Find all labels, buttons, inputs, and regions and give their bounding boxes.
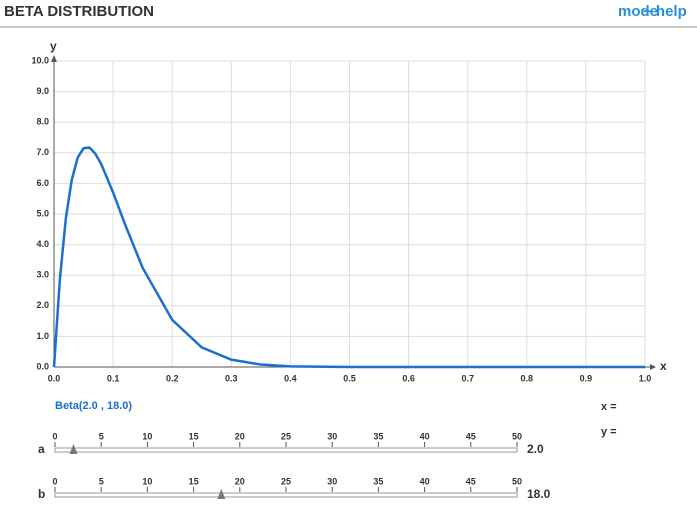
x-tick-label: 0.8 xyxy=(521,373,534,383)
y-axis-label: y xyxy=(50,39,57,53)
slider-tick-label: 25 xyxy=(281,476,291,486)
y-tick-label: 7.0 xyxy=(36,147,49,157)
slider-tick-label: 25 xyxy=(281,431,291,441)
slider-tick-label: 35 xyxy=(373,476,383,486)
slider-tick-label: 10 xyxy=(142,476,152,486)
x-tick-label: 0.2 xyxy=(166,373,179,383)
slider-tick-label: 45 xyxy=(466,476,476,486)
y-tick-label: 6.0 xyxy=(36,178,49,188)
slider-name: a xyxy=(38,442,45,456)
slider-tick-label: 15 xyxy=(189,476,199,486)
slider-tick-label: 35 xyxy=(373,431,383,441)
slider-tick-label: 20 xyxy=(235,431,245,441)
x-tick-label: 0.1 xyxy=(107,373,120,383)
slider-value: 18.0 xyxy=(527,487,551,501)
density-curve xyxy=(52,146,645,369)
y-tick-label: 1.0 xyxy=(36,331,49,341)
x-arrow xyxy=(650,364,656,370)
slider-tick-label: 0 xyxy=(52,476,57,486)
y-tick-label: 8.0 xyxy=(36,117,49,127)
y-tick-label: 0.0 xyxy=(36,361,49,371)
x-tick-label: 0.6 xyxy=(402,373,415,383)
slider-tick-label: 40 xyxy=(420,476,430,486)
y-arrow xyxy=(51,55,57,62)
x-tick-label: 0.5 xyxy=(343,373,356,383)
slider-tick-label: 50 xyxy=(512,476,522,486)
slider-tick-label: 15 xyxy=(189,431,199,441)
help-button[interactable]: + help xyxy=(643,3,687,20)
slider-tick-label: 50 xyxy=(512,431,522,441)
slider-name: b xyxy=(38,487,45,501)
slider-track xyxy=(54,492,518,498)
slider-tick-label: 30 xyxy=(327,476,337,486)
x-readout: x = xyxy=(601,401,617,413)
slider-track xyxy=(54,447,518,453)
y-tick-label: 5.0 xyxy=(36,208,49,218)
slider-tick-label: 30 xyxy=(327,431,337,441)
plot xyxy=(53,60,646,368)
x-tick-label: 0.9 xyxy=(580,373,593,383)
x-tick-label: 0.0 xyxy=(48,373,61,383)
x-tick-label: 0.7 xyxy=(461,373,474,383)
slider-tick-label: 0 xyxy=(52,431,57,441)
slider-value: 2.0 xyxy=(527,442,544,456)
slider-tick-label: 45 xyxy=(466,431,476,441)
slider-tick-label: 5 xyxy=(99,476,104,486)
title: BETA DISTRIBUTION xyxy=(4,3,154,20)
distribution-label: Beta(2.0 , 18.0) xyxy=(55,400,132,412)
slider-tick-label: 20 xyxy=(235,476,245,486)
slider-thumb[interactable] xyxy=(217,489,226,499)
slider-thumb[interactable] xyxy=(69,444,78,454)
y-tick-label: 4.0 xyxy=(36,239,49,249)
slider-tick-label: 40 xyxy=(420,431,430,441)
x-tick-label: 1.0 xyxy=(639,373,652,383)
mode-button[interactable]: mode xyxy=(618,3,658,20)
y-readout: y = xyxy=(601,426,617,438)
slider-tick-label: 5 xyxy=(99,431,104,441)
y-tick-label: 10.0 xyxy=(31,55,49,65)
y-tick-label: 9.0 xyxy=(36,86,49,96)
y-tick-label: 2.0 xyxy=(36,300,49,310)
x-tick-label: 0.3 xyxy=(225,373,238,383)
y-tick-label: 3.0 xyxy=(36,270,49,280)
x-axis-label: x xyxy=(660,359,667,373)
x-tick-label: 0.4 xyxy=(284,373,297,383)
slider-tick-label: 10 xyxy=(142,431,152,441)
